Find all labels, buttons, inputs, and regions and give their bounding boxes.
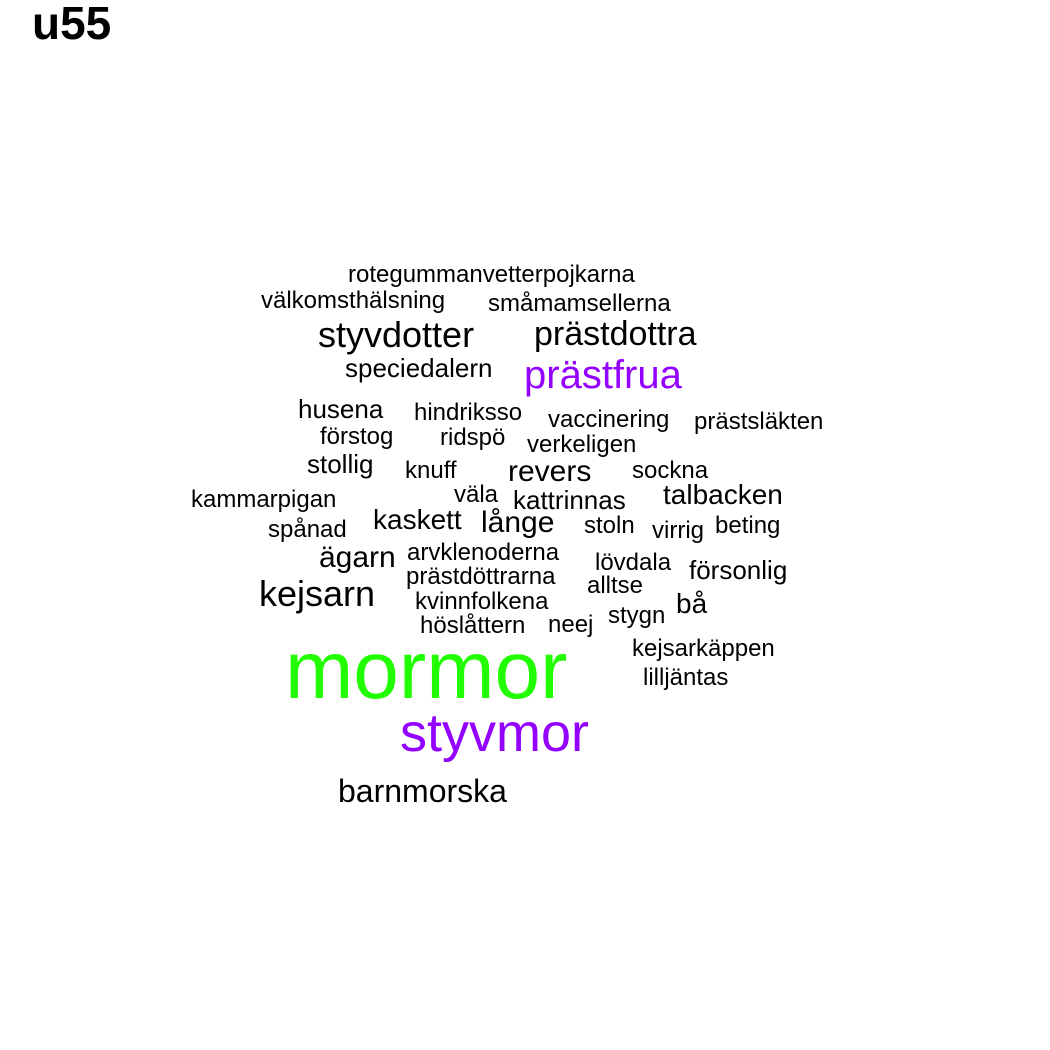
word-22: spånad (268, 516, 347, 543)
word-19: väla (454, 481, 499, 508)
word-32: prästdöttrarna (406, 563, 556, 590)
word-20: kattrinnas (513, 485, 626, 515)
word-12: ridspö (440, 424, 506, 451)
word-21: talbacken (663, 479, 783, 510)
word-1: välkomsthälsning (261, 287, 446, 314)
word-2: småmamsellerna (488, 290, 671, 317)
word-26: virrig (652, 517, 704, 544)
word-3: styvdotter (318, 314, 475, 355)
word-0: rotegummanvetterpojkarna (348, 261, 635, 288)
word-28: ägarn (319, 541, 396, 574)
word-4: prästdottra (534, 315, 697, 353)
word-13: verkeligen (527, 431, 637, 458)
word-41: mormor (285, 625, 568, 716)
word-17: sockna (632, 457, 709, 484)
word-14: stollig (307, 449, 374, 479)
word-40: kejsarkäppen (632, 635, 775, 662)
word-42: lilljäntas (643, 664, 729, 691)
word-8: hindriksso (414, 399, 523, 426)
page-title: u55 (32, 0, 112, 49)
word-39: neej (548, 611, 594, 638)
word-36: bå (676, 588, 708, 619)
word-33: alltse (587, 572, 644, 599)
word-16: revers (508, 455, 592, 488)
word-24: långe (481, 506, 555, 539)
word-38: höslåttern (420, 612, 526, 639)
word-18: kammarpigan (191, 486, 337, 513)
word-37: stygn (608, 602, 666, 629)
word-44: barnmorska (338, 773, 507, 809)
word-9: vaccinering (548, 406, 670, 433)
word-27: beting (715, 512, 781, 539)
word-7: husena (298, 394, 384, 424)
word-6: prästfrua (524, 353, 682, 397)
word-23: kaskett (373, 504, 462, 535)
word-11: förstog (320, 423, 394, 450)
word-43: styvmor (400, 703, 589, 763)
word-25: stoln (584, 512, 635, 539)
word-10: prästsläkten (694, 408, 824, 435)
word-31: försonlig (689, 555, 788, 585)
word-34: kejsarn (259, 573, 376, 614)
word-30: lövdala (595, 549, 672, 576)
word-5: speciedalern (345, 353, 493, 383)
word-29: arvklenoderna (407, 539, 560, 566)
word-35: kvinnfolkena (415, 588, 549, 615)
word-15: knuff (405, 457, 457, 484)
